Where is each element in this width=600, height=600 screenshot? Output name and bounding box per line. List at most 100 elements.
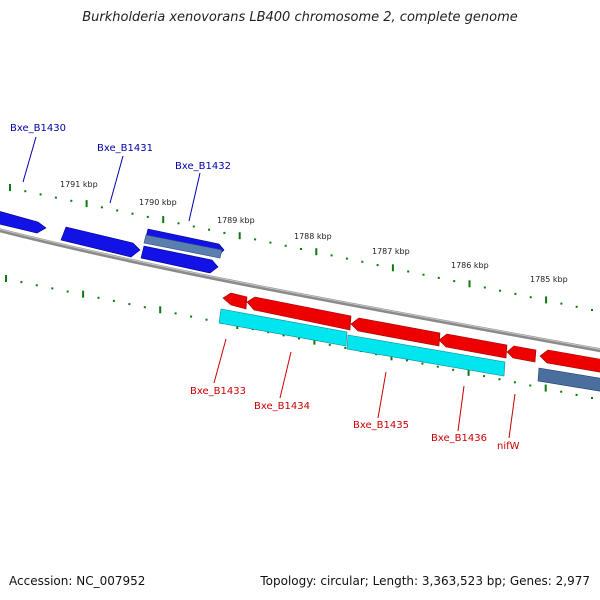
lower-minor-tick	[513, 381, 516, 384]
label-bxe-b1434[interactable]: Bxe_B1434	[254, 401, 310, 412]
scale-label-1785: 1785 kbp	[530, 275, 568, 284]
lower-major-tick	[159, 306, 162, 314]
upper-major-tick	[468, 280, 471, 288]
upper-minor-tick	[300, 248, 302, 250]
upper-minor-tick	[437, 276, 440, 279]
upper-minor-tick	[529, 296, 532, 299]
gene-bxe-b1435[interactable]	[350, 317, 441, 347]
upper-scale-ticks	[9, 184, 593, 311]
lower-minor-tick	[51, 287, 54, 290]
callout-line-bxe-b1431	[109, 155, 124, 204]
map-title: Burkholderia xenovorans LB400 chromosome…	[82, 10, 518, 25]
lower-minor-tick	[436, 365, 439, 368]
callout-line-bxe-b1430	[22, 136, 37, 183]
scale-label-1790: 1790 kbp	[139, 198, 177, 207]
upper-minor-tick	[453, 280, 456, 283]
upper-major-tick	[545, 296, 548, 304]
lower-major-tick	[5, 275, 7, 282]
lower-minor-tick	[128, 303, 131, 306]
lower-minor-tick	[560, 390, 563, 393]
lower-minor-tick	[575, 393, 578, 396]
upper-minor-tick	[177, 222, 180, 225]
upper-major-tick	[9, 184, 11, 191]
callout-line-bxe-b1432	[188, 172, 201, 222]
label-nifw[interactable]: nifW	[497, 441, 520, 452]
upper-minor-tick	[361, 260, 364, 263]
upper-minor-tick	[223, 231, 226, 234]
scale-label-1791: 1791 kbp	[60, 180, 98, 189]
upper-minor-tick	[514, 292, 517, 295]
label-bxe-b1432[interactable]: Bxe_B1432	[175, 161, 231, 172]
cds-bxe-b1434	[218, 308, 348, 347]
upper-major-tick	[85, 200, 88, 208]
lower-minor-tick	[405, 359, 408, 362]
lower-minor-tick	[190, 315, 193, 318]
gene-reverse-partial[interactable]	[539, 349, 600, 373]
scale-label-1788: 1788 kbp	[294, 232, 332, 241]
upper-minor-tick	[24, 190, 27, 193]
callout-line-bxe-b1433	[213, 338, 227, 384]
lower-minor-tick	[483, 375, 486, 378]
lower-minor-tick	[344, 346, 347, 349]
upper-minor-tick	[483, 286, 486, 289]
gene-bxe-b1431[interactable]	[60, 226, 141, 258]
upper-minor-tick	[376, 264, 379, 267]
chromosome-backbone	[0, 228, 600, 353]
lower-minor-tick	[328, 343, 331, 346]
gene-nifw[interactable]	[506, 345, 537, 363]
upper-minor-tick	[575, 305, 578, 308]
scale-label-1787: 1787 kbp	[372, 247, 410, 256]
lower-minor-tick	[282, 334, 285, 337]
upper-minor-tick	[116, 209, 119, 212]
upper-major-tick	[238, 232, 241, 240]
callout-line-bxe-b1435	[377, 371, 387, 419]
upper-minor-tick	[330, 254, 333, 257]
gene-bxe-b1434[interactable]	[246, 296, 352, 331]
label-bxe-b1430[interactable]: Bxe_B1430	[10, 123, 66, 134]
gene-bxe-b1436[interactable]	[438, 333, 508, 359]
callout-line-bxe-b1436	[457, 385, 465, 432]
lower-minor-tick	[66, 290, 69, 293]
cds-bxe-b1435	[346, 334, 506, 377]
upper-minor-tick	[70, 199, 73, 202]
gene-bxe-b1433[interactable]	[222, 292, 248, 310]
lower-major-tick	[467, 368, 470, 376]
upper-minor-tick	[39, 193, 42, 196]
upper-minor-tick	[560, 302, 563, 305]
upper-minor-tick	[146, 215, 149, 218]
upper-minor-tick	[100, 206, 103, 209]
lower-minor-tick	[205, 318, 208, 321]
label-bxe-b1433[interactable]: Bxe_B1433	[190, 386, 246, 397]
callout-line-bxe-b1434	[279, 351, 292, 399]
scale-label-1786: 1786 kbp	[451, 261, 489, 270]
scale-label-1789: 1789 kbp	[217, 216, 255, 225]
lower-major-tick	[544, 384, 547, 392]
lower-major-tick	[313, 337, 316, 345]
upper-minor-tick	[407, 270, 410, 273]
lower-minor-tick	[298, 337, 300, 340]
lower-minor-tick	[421, 362, 424, 365]
gene-bxe-b1430[interactable]	[0, 210, 47, 234]
label-bxe-b1436[interactable]: Bxe_B1436	[431, 433, 487, 444]
upper-minor-tick	[131, 212, 134, 215]
lower-minor-tick	[143, 306, 146, 309]
gene-forward-unlabeled[interactable]	[140, 245, 219, 274]
upper-major-tick	[162, 216, 165, 224]
upper-minor-tick	[208, 228, 211, 231]
upper-major-tick	[315, 248, 318, 256]
label-bxe-b1435[interactable]: Bxe_B1435	[353, 420, 409, 431]
label-bxe-b1431[interactable]: Bxe_B1431	[97, 143, 153, 154]
upper-minor-tick	[499, 289, 502, 292]
lower-minor-tick	[35, 284, 38, 287]
callout-line-nifw	[508, 393, 516, 439]
lower-minor-tick	[97, 296, 100, 299]
lower-major-tick	[82, 290, 85, 298]
gene-bxe-b1432-cds	[143, 234, 223, 259]
upper-minor-tick	[345, 257, 348, 260]
upper-minor-tick	[269, 241, 272, 244]
lower-minor-tick	[20, 281, 23, 284]
lower-minor-tick	[174, 312, 177, 315]
lower-minor-tick	[529, 384, 532, 387]
lower-minor-tick	[498, 378, 501, 381]
